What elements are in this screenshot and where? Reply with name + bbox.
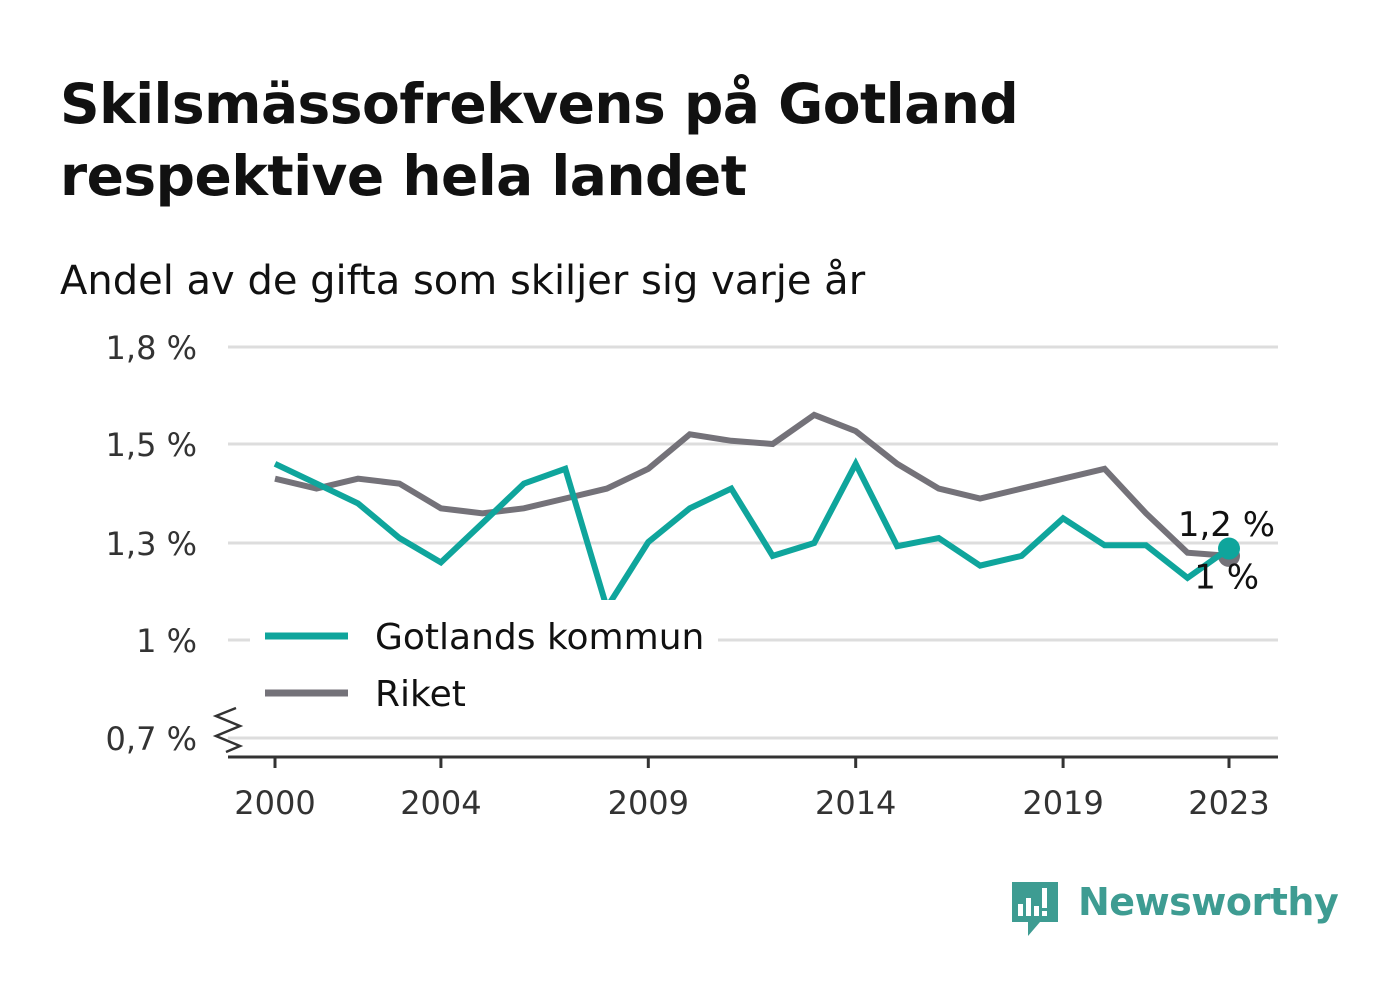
end-label-gotland: 1 %	[1194, 558, 1259, 598]
x-axis: 2000 2004 2009 2014 2019 2023	[228, 755, 1278, 822]
chart-title: Skilsmässofrekvens på Gotland respektive…	[60, 72, 1019, 208]
brand-name: Newsworthy	[1078, 880, 1339, 924]
legend-background	[250, 600, 718, 726]
x-tick-label: 2023	[1188, 784, 1269, 822]
series-lines	[273, 411, 1240, 615]
newsworthy-logo: Newsworthy	[1010, 878, 1339, 942]
series-line	[273, 457, 1231, 615]
y-tick-label: 1,8 %	[106, 329, 197, 367]
y-axis: 0,7 % 1 % 1,3 % 1,5 % 1,8 %	[106, 329, 244, 758]
end-labels: 1,2 % 1 %	[1178, 505, 1275, 598]
series-line	[274, 411, 1230, 559]
x-tick-label: 2004	[400, 784, 481, 822]
end-point-marker	[1218, 537, 1240, 560]
x-tick-label: 2000	[234, 784, 315, 822]
end-label-riket: 1,2 %	[1178, 505, 1275, 545]
axis-break-icon	[212, 706, 244, 754]
x-tick-label: 2014	[815, 784, 896, 822]
legend-label: Riket	[375, 674, 466, 715]
chart-subtitle: Andel av de gifta som skiljer sig varje …	[60, 258, 866, 304]
x-tick-label: 2009	[608, 784, 689, 822]
y-tick-label: 0,7 %	[106, 720, 197, 758]
y-tick-label: 1,5 %	[106, 426, 197, 464]
x-tick-label: 2019	[1022, 784, 1103, 822]
bar-chart-speech-bubble-icon	[1012, 882, 1058, 936]
legend: Gotlands kommun Riket	[250, 600, 718, 726]
legend-label: Gotlands kommun	[375, 617, 704, 658]
y-tick-label: 1 %	[136, 622, 197, 660]
y-tick-label: 1,3 %	[106, 525, 197, 563]
